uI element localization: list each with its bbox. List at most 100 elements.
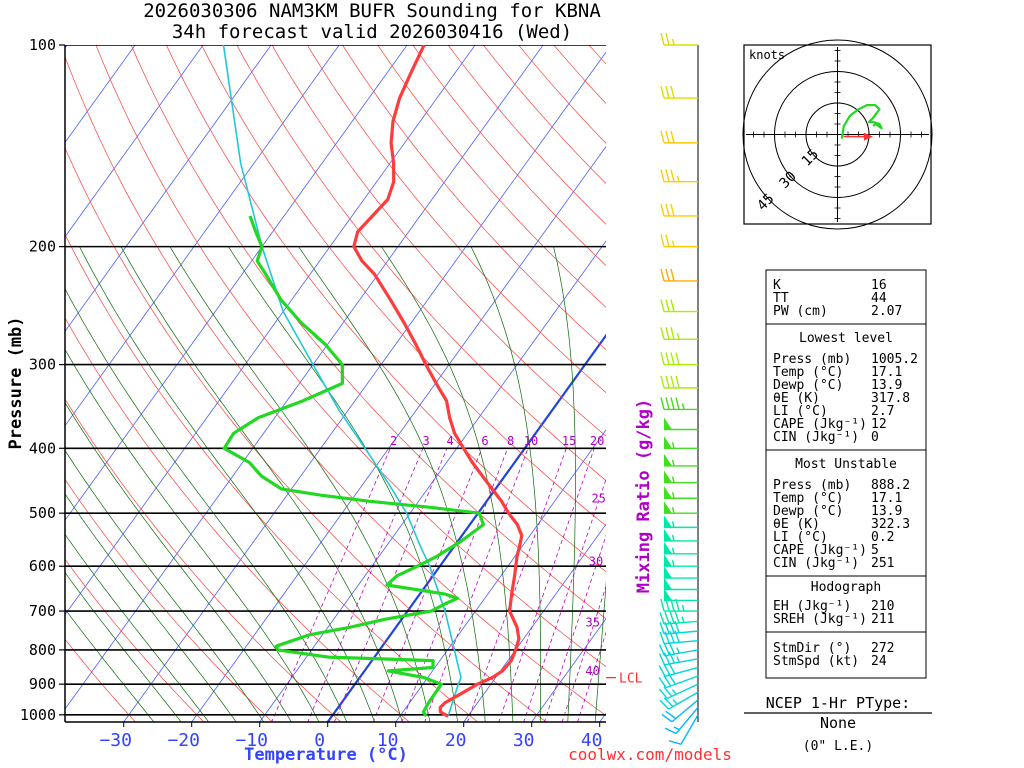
storm-motion-arrowhead <box>863 132 873 141</box>
credit-text: coolwx.com/models <box>568 745 732 764</box>
wind-barb-staff <box>671 699 699 723</box>
ptype-title: NCEP 1-Hr PType: <box>766 694 911 712</box>
mixing-ratio-line <box>523 478 606 722</box>
wind-barb-flag <box>658 644 666 657</box>
wind-barb <box>660 234 698 248</box>
moist-adiabat <box>169 246 431 722</box>
wind-barb-half-flag <box>676 175 680 182</box>
wind-barb-half-flag <box>671 547 675 555</box>
wind-barb-half-flag <box>671 240 675 247</box>
dry-adiabat <box>165 45 606 573</box>
moist-adiabat <box>79 246 375 722</box>
wind-barb-flag <box>665 32 670 46</box>
wind-barb-pennant <box>664 541 672 554</box>
wind-barb-flag <box>668 651 676 664</box>
zero-isotherm <box>326 333 606 722</box>
lcl-marker: LCL <box>606 672 643 687</box>
pressure-tick-label: 800 <box>29 641 56 659</box>
sounding-profiles <box>222 45 524 718</box>
pressure-axis: 100 200 300 400 500 600 700 800 900 1000 <box>20 36 65 724</box>
dry-adiabat <box>65 147 547 722</box>
dry-adiabat <box>65 233 479 722</box>
index-value: 17.1 <box>871 491 902 506</box>
mixing-ratio-label: 15 <box>562 434 576 448</box>
wind-barb-staff <box>665 675 699 689</box>
wind-barb-flag <box>670 299 675 312</box>
wind-barb <box>660 32 698 46</box>
dry-adiabat <box>65 478 273 722</box>
wind-barb-flag <box>675 397 680 410</box>
index-value: 44 <box>871 291 887 306</box>
index-value: 317.8 <box>871 391 910 406</box>
dry-adiabat <box>65 317 410 722</box>
wind-barb-half-flag <box>676 656 680 663</box>
wind-barb-pennant <box>664 417 672 430</box>
temperature-tick-label: −30 <box>99 730 132 751</box>
index-label: StmSpd (kt) <box>773 654 859 669</box>
isotherm <box>65 45 408 521</box>
wind-barb <box>664 436 698 449</box>
wind-barb <box>664 554 698 567</box>
mixing-ratio-label: 6 <box>481 434 488 448</box>
indices-section-title: Lowest level <box>799 331 893 346</box>
pressure-tick-label: 300 <box>29 356 56 374</box>
wind-barb <box>664 707 699 735</box>
index-label: CAPE (Jkg⁻¹) <box>773 543 867 558</box>
wind-barb <box>664 501 698 514</box>
wind-barb-half-flag <box>681 616 685 623</box>
wind-barb-flag <box>670 327 675 340</box>
index-label: TT <box>773 291 789 306</box>
wind-barb-half-flag <box>681 403 685 410</box>
temperature-axis: −30 −20 −10 0 10 20 30 40 <box>99 722 603 751</box>
y-axis-label: Pressure (mb) <box>6 316 26 449</box>
index-value: 12 <box>871 417 887 432</box>
wind-barb-flag <box>658 676 667 688</box>
lcl-label: LCL <box>619 672 643 687</box>
wind-barb-flag <box>665 352 670 365</box>
wind-barb-flag <box>670 203 675 217</box>
wind-barb-half-flag <box>671 442 675 449</box>
isotherm <box>123 51 606 722</box>
wind-barb-flag <box>668 740 682 745</box>
wind-barb-flag <box>665 234 670 247</box>
wind-barb-half-flag <box>671 459 675 467</box>
dewpoint-trace <box>222 215 485 718</box>
moist-adiabat <box>594 580 606 722</box>
wind-barb-pennant <box>664 470 672 483</box>
chart-title-line2: 34h forecast valid 2026030416 (Wed) <box>172 21 572 43</box>
index-value: 16 <box>871 278 887 293</box>
temperature-tick-label: 10 <box>377 730 399 751</box>
wind-barb-flag <box>658 688 668 699</box>
wind-barb-flag <box>668 662 676 675</box>
wind-barb-half-flag <box>676 333 680 340</box>
wind-barb <box>664 417 698 431</box>
wind-barb-pennant <box>664 566 672 579</box>
wind-barb-half-flag <box>672 699 678 705</box>
moist-adiabat <box>65 533 210 722</box>
mixing-ratio-label: 8 <box>507 434 514 448</box>
mixing-ratio-label: 2 <box>390 434 397 448</box>
moist-adiabat <box>65 493 237 722</box>
index-label: CIN (Jkg⁻¹) <box>773 556 859 571</box>
mixing-ratio-label: 20 <box>590 434 604 448</box>
wind-barb <box>668 714 699 745</box>
wind-barb <box>664 588 698 602</box>
index-value: 211 <box>871 612 894 627</box>
pressure-tick-label: 200 <box>29 238 56 256</box>
wind-barb <box>664 541 698 555</box>
index-label: StmDir (°) <box>773 641 851 656</box>
index-label: θE (K) <box>773 517 820 532</box>
wind-barb <box>664 528 698 542</box>
wind-barb-flag <box>670 268 675 282</box>
wind-barb <box>660 397 698 411</box>
wind-barb-flag <box>660 598 665 612</box>
index-value: 272 <box>871 641 894 656</box>
wind-barb-flag <box>660 327 665 340</box>
index-value: 13.9 <box>871 378 902 393</box>
mixing-ratio-label: 40 <box>585 664 599 678</box>
wind-barb-flag <box>659 612 665 625</box>
wind-barb-staff <box>664 630 699 635</box>
wind-barb-flag <box>665 397 670 410</box>
index-value: 210 <box>871 599 894 614</box>
